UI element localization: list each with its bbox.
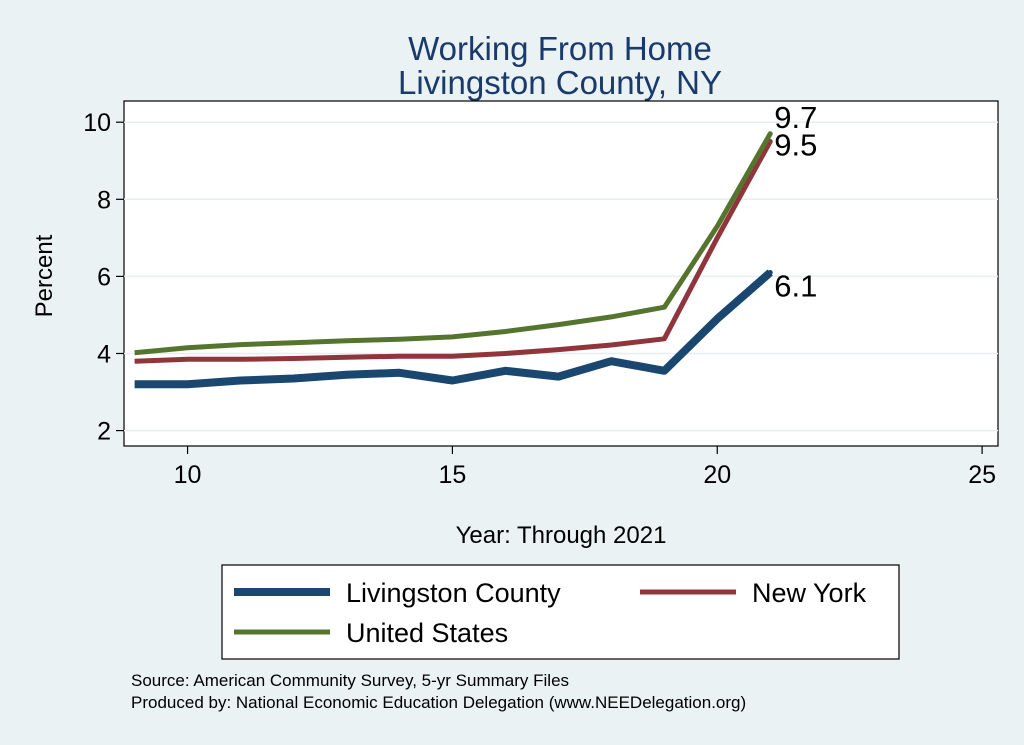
source-note: Source: American Community Survey, 5-yr … bbox=[131, 671, 569, 690]
chart-title-line-1: Working From Home bbox=[408, 30, 712, 67]
chart-title-line-2: Livingston County, NY bbox=[398, 64, 722, 101]
x-tick-label-15: 15 bbox=[439, 461, 467, 489]
legend-label-livingston-county: Livingston County bbox=[346, 578, 561, 608]
series-line-new-york bbox=[134, 140, 773, 364]
end-label-livingston-county: 6.1 bbox=[774, 269, 817, 304]
y-tick-label-8: 8 bbox=[97, 186, 111, 214]
y-tick-label-6: 6 bbox=[97, 263, 111, 291]
y-tick-label-2: 2 bbox=[97, 418, 111, 446]
end-label-united-states: 9.7 bbox=[774, 100, 817, 135]
x-tick-label-10: 10 bbox=[174, 461, 202, 489]
series-line-livingston-county bbox=[134, 269, 773, 389]
series-end-point-united-states bbox=[767, 131, 773, 137]
x-axis-title: Year: Through 2021 bbox=[456, 522, 667, 549]
x-axis: 10 15 20 25 bbox=[174, 446, 996, 489]
y-axis-title: Percent bbox=[31, 234, 58, 317]
producer-note: Produced by: National Economic Education… bbox=[131, 693, 746, 712]
y-tick-label-4: 4 bbox=[97, 340, 111, 368]
grid-lines bbox=[124, 121, 998, 432]
series-end-point-livingston-county bbox=[767, 270, 773, 276]
y-tick-label-10: 10 bbox=[83, 109, 111, 137]
series-line-united-states bbox=[134, 132, 773, 356]
plot-area bbox=[123, 100, 999, 447]
legend-label-new-york: New York bbox=[752, 578, 867, 608]
legend-label-united-states: United States bbox=[346, 618, 508, 648]
series-lines bbox=[134, 131, 773, 389]
end-label-new-york: 9.5 bbox=[774, 127, 817, 162]
x-tick-label-20: 20 bbox=[703, 461, 731, 489]
x-tick-label-25: 25 bbox=[968, 461, 996, 489]
end-labels: 6.1 9.59.7 bbox=[774, 100, 817, 304]
y-axis: 2 4 6 8 10 bbox=[83, 109, 124, 446]
legend-box bbox=[221, 564, 900, 660]
legend: Livingston County New York United States bbox=[221, 564, 900, 660]
